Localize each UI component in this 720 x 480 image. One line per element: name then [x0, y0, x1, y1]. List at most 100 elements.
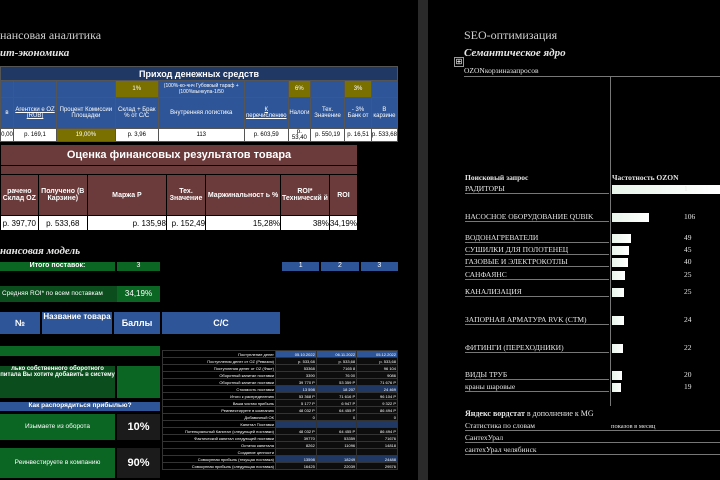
capital-input[interactable]: [117, 366, 160, 398]
eval-value[interactable]: 34,19%: [328, 215, 359, 231]
ozon-tab[interactable]: OZONкорзиназапросов: [464, 66, 720, 77]
mini-cell[interactable]: 18 207: [315, 385, 358, 393]
seo-query: СУШИЛКИ ДЛЯ ПОЛОТЕНЕЦ: [465, 245, 609, 255]
mini-cell[interactable]: 24 469: [356, 385, 398, 393]
mini-cell[interactable]: 48 032 Р: [275, 406, 317, 414]
mini-cell[interactable]: 76 00: [315, 371, 358, 379]
mini-cell[interactable]: 53359: [315, 434, 358, 442]
mini-cell[interactable]: 05.12.2022: [356, 350, 398, 358]
cell[interactable]: 0,00: [0, 128, 14, 142]
mini-cell[interactable]: 48 032 Р: [275, 427, 317, 435]
mini-row: Итого к распределению 53 368 Р 71 616 Р 96 …: [162, 392, 398, 400]
mini-cell[interactable]: 13 598: [275, 385, 317, 393]
cell[interactable]: р. 169,1: [12, 128, 58, 142]
mini-cell[interactable]: 39770: [275, 434, 317, 442]
expand-icon[interactable]: ⊞: [454, 57, 464, 67]
eval-value[interactable]: р. 533,68: [37, 215, 88, 231]
cell[interactable]: 19,00%: [56, 128, 116, 142]
pct-cell[interactable]: 1%: [114, 80, 159, 98]
mini-row: Совокупная прибыль (текущая поставка) 135…: [162, 455, 398, 463]
mini-cell[interactable]: 16425: [275, 462, 317, 470]
eval-header: ROI: [328, 174, 359, 216]
mini-cell[interactable]: 9 322 Р: [356, 399, 398, 407]
mini-cell[interactable]: 39 770 Р: [275, 378, 317, 386]
freq-bar: [612, 246, 629, 255]
mini-cell[interactable]: 22039: [315, 462, 358, 470]
mini-cell[interactable]: р. 533,68: [315, 357, 358, 365]
freq-value: 40: [684, 257, 692, 266]
mini-row-label: Оборотный капитал поставки: [162, 378, 276, 386]
eval-value[interactable]: р. 152,49: [165, 215, 207, 231]
cell[interactable]: р. 3,96: [114, 128, 159, 142]
cell[interactable]: р. 550,19: [309, 128, 346, 142]
mini-cell[interactable]: 53368: [275, 364, 317, 372]
mini-cell[interactable]: 9086: [356, 371, 398, 379]
mini-cell[interactable]: 86 494 Р: [356, 427, 398, 435]
mini-cell[interactable]: 71676: [356, 434, 398, 442]
eval-value[interactable]: 38%: [280, 215, 330, 231]
mini-cell[interactable]: 96 104 Р: [356, 392, 398, 400]
mini-cell[interactable]: 86 494 Р: [356, 406, 398, 414]
cell[interactable]: 113: [157, 128, 245, 142]
reinvest-value[interactable]: 90%: [117, 448, 160, 478]
seo-slide: SEO-оптимизация Семантическое ядро ⊞ OZO…: [428, 0, 720, 480]
mini-cell[interactable]: 0: [275, 413, 317, 421]
mini-row: Фактический капитал следующей поставки 39…: [162, 434, 398, 442]
mini-cell[interactable]: 06.11.2022: [315, 350, 358, 358]
mini-cell[interactable]: 13598: [275, 455, 317, 463]
cell[interactable]: р. 603,59: [243, 128, 289, 142]
supplies-value[interactable]: 3: [117, 262, 160, 271]
mini-cell[interactable]: 18249: [315, 455, 358, 463]
eval-value[interactable]: 15,28%: [205, 215, 282, 231]
mini-cell[interactable]: 11096: [315, 441, 358, 449]
pct-cell[interactable]: 6%: [287, 80, 311, 98]
mini-cell[interactable]: [275, 420, 317, 428]
wordstat-row: Статистика по словам показов в месяц: [465, 421, 720, 431]
freq-bar: [612, 258, 628, 267]
wordstat-query: Статистика по словам: [465, 421, 536, 430]
cell[interactable]: р. 53,40: [287, 128, 311, 142]
mini-row-label: Остаток капитала: [162, 441, 276, 449]
cell[interactable]: р. 16,51: [344, 128, 372, 142]
mini-cell[interactable]: 14818: [356, 441, 398, 449]
reinvest-label: Реинвестируете в компанию: [0, 448, 115, 478]
mini-cell[interactable]: 71 616 Р: [315, 392, 358, 400]
mini-cell[interactable]: 0: [356, 413, 398, 421]
mini-cell[interactable]: [315, 420, 358, 428]
mini-cell[interactable]: 53 368 Р: [275, 392, 317, 400]
mini-cell[interactable]: [356, 448, 398, 456]
mini-cell[interactable]: р. 533,68: [275, 357, 317, 365]
mini-cell[interactable]: [315, 448, 358, 456]
freq-value: 22: [684, 343, 692, 352]
mini-cell[interactable]: 29576: [356, 462, 398, 470]
mini-row-label: Фактический капитал следующей поставки: [162, 434, 276, 442]
mini-cell[interactable]: 53 359 Р: [315, 378, 358, 386]
freq-bar: [612, 316, 624, 325]
mini-cell[interactable]: [356, 420, 398, 428]
mini-cell[interactable]: 0: [315, 413, 358, 421]
withdraw-value[interactable]: 10%: [117, 414, 160, 440]
mini-cell[interactable]: 96 104: [356, 364, 398, 372]
mini-cell[interactable]: 24488: [356, 455, 398, 463]
eval-value[interactable]: р. 397,70: [0, 215, 39, 231]
pct-formula: (100%-ко-чнч Губовоый тараф +(100%вынкуп…: [157, 80, 245, 98]
pct-cell[interactable]: 3%: [344, 80, 372, 98]
roi-value[interactable]: 34,19%: [117, 286, 160, 302]
mini-cell[interactable]: 05.10.2022: [275, 350, 317, 358]
wordstat-row: сантехУрал челябинск: [465, 445, 720, 455]
col-label: Налоги: [287, 97, 311, 129]
mini-cell[interactable]: 7165 8: [315, 364, 358, 372]
freq-bar: [612, 344, 623, 353]
cell[interactable]: р. 533,68: [370, 128, 399, 142]
eval-value[interactable]: р. 135,98: [86, 215, 167, 231]
mini-cell[interactable]: 6 947 Р: [315, 399, 358, 407]
mini-cell[interactable]: 5 177 Р: [275, 399, 317, 407]
mini-cell[interactable]: 64 455 Р: [315, 406, 358, 414]
mini-cell[interactable]: 64 455 Р: [315, 427, 358, 435]
mini-cell[interactable]: 71 676 Р: [356, 378, 398, 386]
mini-row-label: Поступление денег: [162, 350, 276, 358]
mini-cell[interactable]: р. 533,68: [356, 357, 398, 365]
mini-cell[interactable]: [275, 448, 317, 456]
mini-cell[interactable]: 3390: [275, 371, 317, 379]
mini-cell[interactable]: 8262: [275, 441, 317, 449]
